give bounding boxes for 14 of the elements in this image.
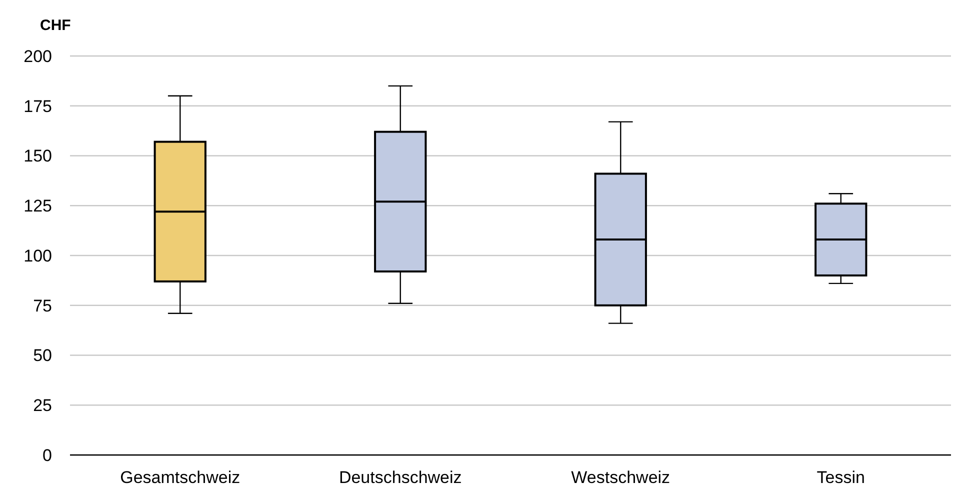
y-tick-label: 125 xyxy=(24,196,52,216)
y-tick-label: 100 xyxy=(24,246,52,266)
y-tick-label: 75 xyxy=(33,296,52,316)
x-tick-label: Tessin xyxy=(816,468,865,487)
y-tick-label: 175 xyxy=(24,96,52,116)
x-tick-label: Westschweiz xyxy=(571,468,670,487)
y-tick-label: 25 xyxy=(33,396,52,416)
x-tick-label: Deutschschweiz xyxy=(338,468,462,487)
y-axis-title: CHF xyxy=(40,17,71,34)
y-tick-label: 150 xyxy=(24,146,52,166)
y-tick-label: 0 xyxy=(42,446,52,465)
y-tick-label: 50 xyxy=(33,346,52,366)
y-tick-label: 200 xyxy=(24,46,52,66)
x-tick-label: Gesamtschweiz xyxy=(120,468,240,487)
